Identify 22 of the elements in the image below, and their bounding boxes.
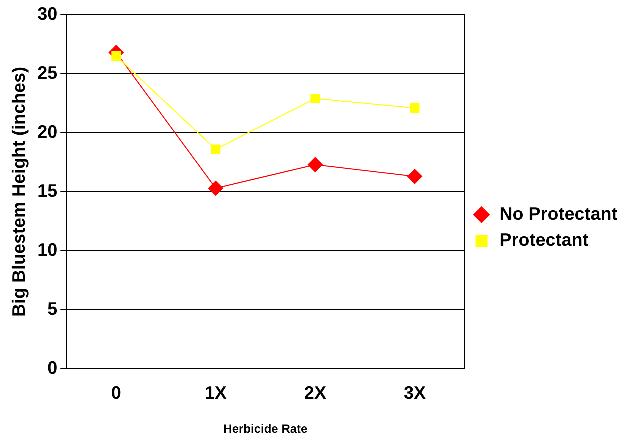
point — [208, 180, 224, 196]
y-tick-label: 10 — [38, 240, 58, 260]
y-tick-label: 30 — [38, 4, 58, 24]
point — [211, 144, 221, 154]
legend-label: No Protectant — [500, 204, 618, 224]
y-tick-label: 25 — [38, 62, 58, 83]
x-tick-label: 1X — [204, 382, 227, 403]
x-tick-label: 2X — [304, 382, 326, 403]
x-tick-label: 3X — [404, 382, 426, 403]
y-tick-label: 20 — [38, 122, 58, 142]
point — [112, 52, 122, 62]
y-axis-title: Big Bluestem Height (inches) — [8, 66, 29, 318]
point — [310, 94, 320, 104]
y-tick-label: 0 — [48, 358, 58, 378]
point — [407, 169, 422, 184]
y-tick-label: 5 — [48, 298, 58, 319]
point — [410, 103, 420, 113]
y-tick-label: 15 — [38, 180, 58, 201]
x-axis-title: Herbicide Rate — [224, 422, 308, 436]
point — [308, 157, 323, 172]
x-tick-label: 0 — [111, 382, 122, 403]
legend-label: Protectant — [500, 230, 589, 250]
